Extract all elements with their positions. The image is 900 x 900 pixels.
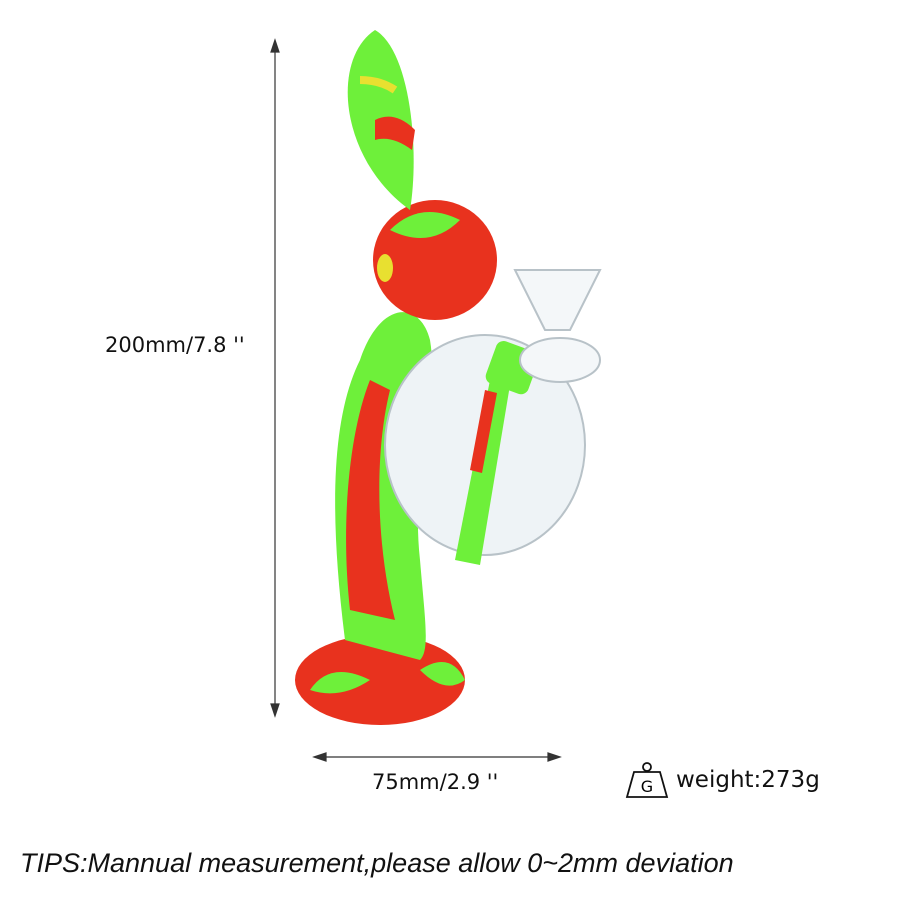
height-dimension-line — [270, 38, 280, 718]
tips-text: TIPS:Mannual measurement,please allow 0~… — [20, 848, 734, 878]
weight-info: G weight:273g — [624, 760, 820, 800]
weight-label: weight:273g — [676, 767, 820, 793]
width-dimension-line — [312, 752, 562, 762]
weight-icon-letter: G — [641, 777, 653, 796]
height-label: 200mm/7.8 '' — [105, 333, 245, 357]
glass-chamber — [384, 269, 602, 565]
width-label: 75mm/2.9 '' — [372, 770, 499, 794]
silicone-bong — [295, 30, 497, 725]
weight-icon: G — [625, 762, 669, 798]
